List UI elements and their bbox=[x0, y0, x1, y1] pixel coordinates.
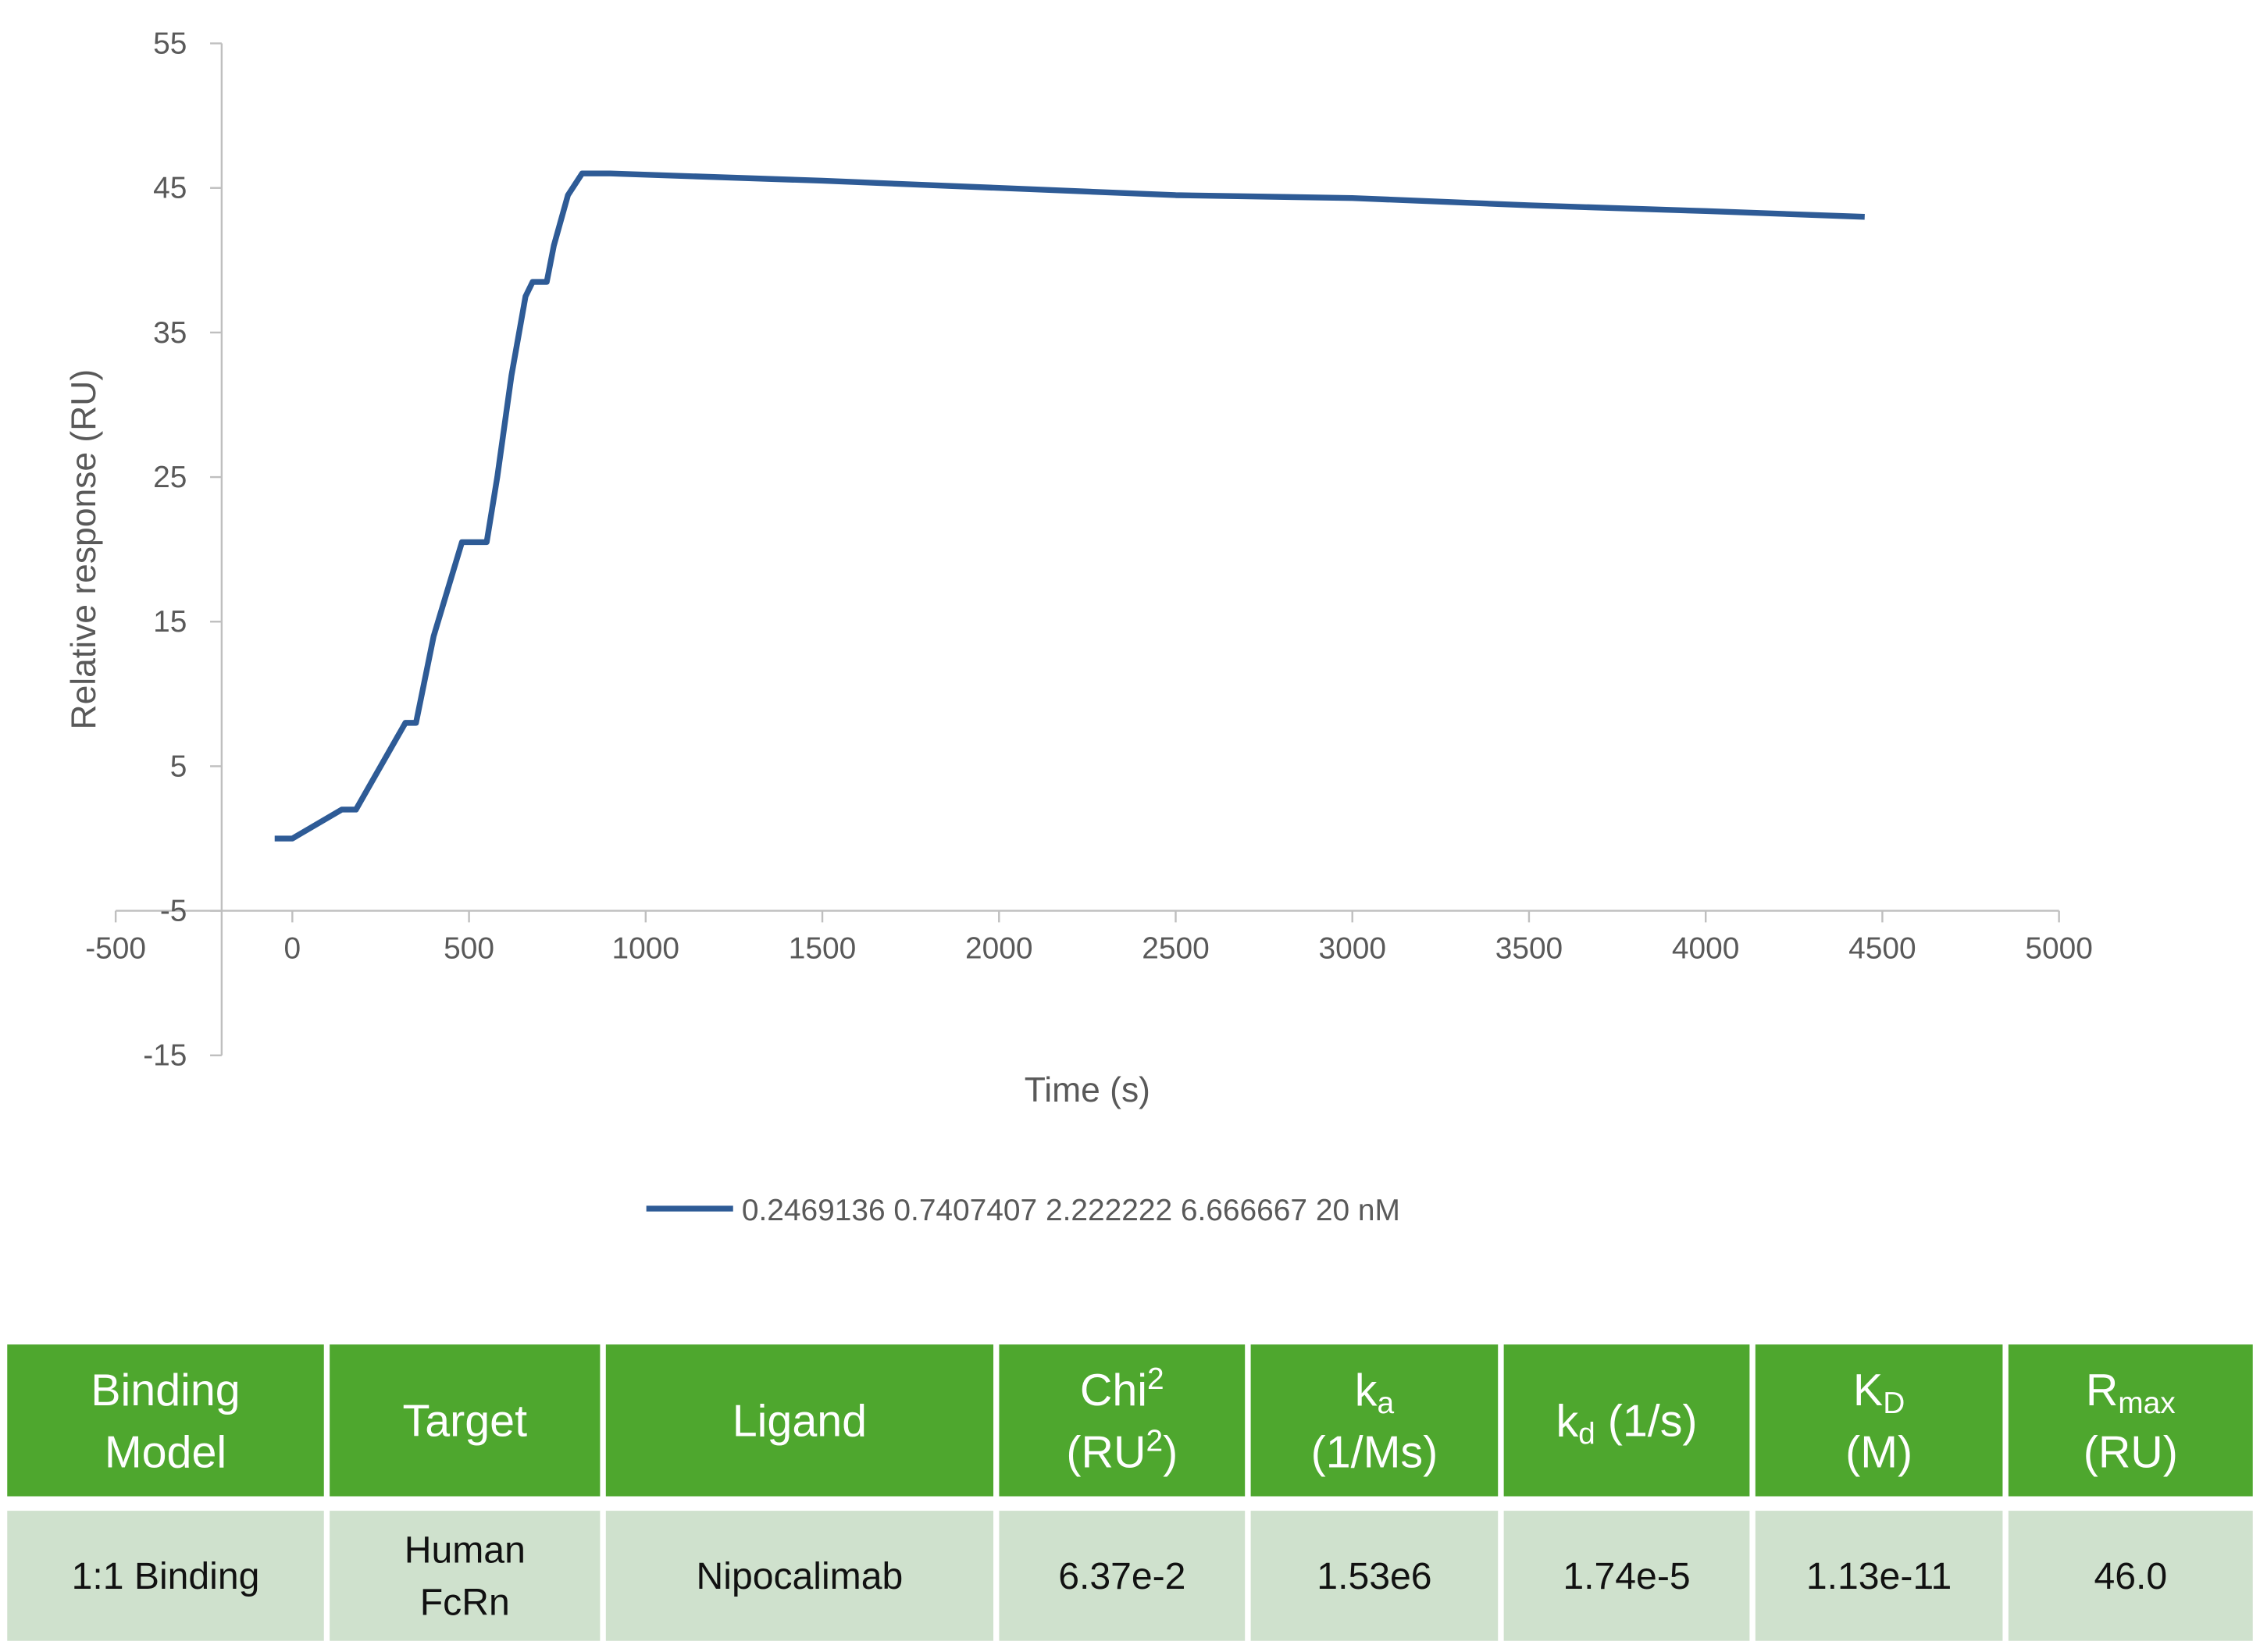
header-sub: max bbox=[2118, 1387, 2176, 1420]
header-sub: a bbox=[1377, 1387, 1394, 1420]
x-tick-label: 1500 bbox=[789, 932, 856, 966]
cell-text: 46.0 bbox=[2094, 1555, 2167, 1597]
y-tick-label: -15 bbox=[143, 1039, 187, 1073]
body-cell bbox=[7, 1511, 324, 1641]
cell-text: Human bbox=[405, 1529, 526, 1572]
cell-text: Nipocalimab bbox=[697, 1555, 904, 1597]
header-text: R bbox=[2086, 1365, 2118, 1415]
y-axis-title: Relative response (RU) bbox=[65, 369, 103, 730]
header-text: (M) bbox=[1845, 1428, 1912, 1478]
header-text: (1/Ms) bbox=[1311, 1428, 1438, 1478]
legend-label: 0.2469136 0.7407407 2.222222 6.666667 20… bbox=[742, 1194, 1400, 1227]
header-cell bbox=[605, 1344, 994, 1497]
cell-text: 6.37e-2 bbox=[1058, 1555, 1185, 1597]
cell-text: 1.74e-5 bbox=[1563, 1555, 1690, 1597]
header-sub: d bbox=[1578, 1417, 1595, 1451]
header-text: Ligand bbox=[733, 1397, 867, 1447]
header-sub: D bbox=[1883, 1387, 1905, 1420]
header-cell bbox=[7, 1344, 324, 1497]
header-text: (RU bbox=[1066, 1428, 1146, 1478]
y-tick-label: -5 bbox=[160, 895, 187, 928]
header-text: Target bbox=[403, 1397, 528, 1447]
x-axis-title: Time (s) bbox=[1025, 1071, 1150, 1109]
header-cell bbox=[1250, 1344, 1499, 1497]
header-text: Target bbox=[403, 1397, 528, 1447]
cell-text: 1.53e6 bbox=[1317, 1555, 1431, 1597]
header-text: Ligand bbox=[733, 1397, 867, 1447]
header-text: ) bbox=[1163, 1428, 1178, 1478]
x-tick-label: 4500 bbox=[1848, 932, 1916, 966]
header-text: (1/Ms) bbox=[1311, 1428, 1438, 1478]
x-tick-label: 3000 bbox=[1318, 932, 1385, 966]
header-text: Chi bbox=[1080, 1365, 1147, 1415]
x-tick-label: 4000 bbox=[1672, 932, 1739, 966]
y-tick-label: 25 bbox=[153, 461, 187, 494]
cell-text: 1.13e-11 bbox=[1806, 1555, 1952, 1597]
y-tick-label: 55 bbox=[153, 27, 187, 61]
body-cell bbox=[1755, 1511, 2003, 1641]
header-cell bbox=[999, 1344, 1246, 1497]
header-text: kd (1/s) bbox=[1556, 1397, 1697, 1451]
header-text: Model bbox=[105, 1428, 226, 1478]
x-tick-label: 3500 bbox=[1495, 932, 1563, 966]
header-text: ka bbox=[1355, 1365, 1395, 1420]
y-tick-label: 15 bbox=[153, 605, 187, 639]
header-cell bbox=[1503, 1344, 1750, 1497]
header-sup: 2 bbox=[1147, 1362, 1164, 1395]
cell-text: FcRn bbox=[420, 1581, 510, 1623]
body-cell bbox=[330, 1511, 601, 1641]
cell-text: 1:1 Binding bbox=[72, 1555, 260, 1597]
header-cell bbox=[330, 1344, 601, 1497]
header-text: (1/s) bbox=[1595, 1397, 1698, 1447]
header-text: Rmax bbox=[2086, 1365, 2176, 1420]
header-text: (M) bbox=[1845, 1428, 1912, 1478]
header-text: Chi2 bbox=[1080, 1362, 1164, 1415]
x-tick-label: 2000 bbox=[965, 932, 1032, 966]
body-cell bbox=[605, 1511, 994, 1641]
header-text: Model bbox=[105, 1428, 226, 1478]
header-sup: 2 bbox=[1146, 1424, 1163, 1458]
x-tick-label: 5000 bbox=[2025, 932, 2092, 966]
header-text: k bbox=[1556, 1397, 1578, 1447]
body-cell bbox=[1503, 1511, 1750, 1641]
x-tick-label: 0 bbox=[284, 932, 301, 966]
body-cell bbox=[1250, 1511, 1499, 1641]
x-tick-label: 500 bbox=[444, 932, 494, 966]
header-text: k bbox=[1355, 1365, 1378, 1415]
y-tick-label: 5 bbox=[170, 749, 187, 783]
y-tick-label: 35 bbox=[153, 316, 187, 350]
header-text: (RU) bbox=[2084, 1428, 2178, 1478]
series-line bbox=[274, 170, 1865, 842]
header-text: Binding bbox=[91, 1365, 240, 1415]
body-cell bbox=[999, 1511, 1246, 1641]
body-cell bbox=[2008, 1511, 2253, 1641]
header-text: KD bbox=[1853, 1365, 1905, 1420]
x-tick-label: 2500 bbox=[1142, 932, 1209, 966]
x-tick-label: 1000 bbox=[612, 932, 679, 966]
header-text: Binding bbox=[91, 1365, 240, 1415]
x-tick-label: -500 bbox=[85, 932, 146, 966]
header-text: K bbox=[1853, 1365, 1883, 1415]
header-text: (RU2) bbox=[1066, 1424, 1178, 1477]
header-cell bbox=[2008, 1344, 2253, 1497]
header-cell bbox=[1755, 1344, 2003, 1497]
y-tick-label: 45 bbox=[153, 172, 187, 205]
header-text: (RU) bbox=[2084, 1428, 2178, 1478]
